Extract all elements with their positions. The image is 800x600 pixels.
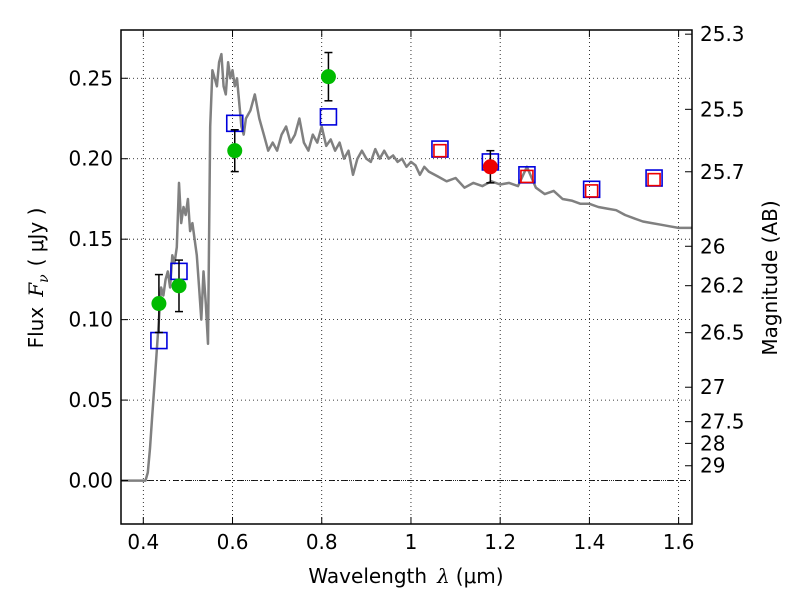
model-flux-square <box>520 169 534 184</box>
photometry-point <box>320 69 336 85</box>
mag-tick-label: 25.7 <box>700 160 745 184</box>
x-axis-label-symbol: λ <box>436 564 450 588</box>
mag-tick-label: 26 <box>700 234 725 258</box>
mag-tick-label: 27 <box>700 375 725 399</box>
y-tick-label: 0.20 <box>68 147 113 171</box>
plot-frame <box>120 29 693 525</box>
model-flux-square <box>584 184 599 198</box>
x-tick-label: 1 <box>405 530 418 554</box>
x-axis-label: Wavelength λ (μm) <box>308 564 503 588</box>
y-tick-label: 0.05 <box>68 388 113 412</box>
y-axis-label-symbol: F <box>24 282 48 298</box>
mag-tick-label: 29 <box>700 454 725 478</box>
photometry-point <box>151 296 167 312</box>
mag-tick-label: 25.3 <box>700 22 745 46</box>
mag-tick-label: 26.5 <box>700 321 745 345</box>
x-tick-label: 0.8 <box>306 530 338 554</box>
mag-tick-label: 26.2 <box>700 274 745 298</box>
x-tick-label: 1.2 <box>484 530 516 554</box>
x-axis-label-unit: (μm) <box>456 564 504 588</box>
y-axis-label-text: Flux <box>24 307 48 349</box>
y-axis-label-unit: ( μJy ) <box>24 208 48 267</box>
series-layer <box>121 51 692 482</box>
y-axis-label-subscript: ν <box>36 274 52 283</box>
photometry-point <box>227 143 243 159</box>
grid <box>121 30 692 524</box>
mag-tick-label: 27.5 <box>700 410 745 434</box>
photometry-point <box>482 159 498 175</box>
photometry-point <box>171 278 187 294</box>
mag-tick-label: 25.5 <box>700 97 745 121</box>
x-tick-label: 0.6 <box>217 530 249 554</box>
y2-axis-label: Magnitude (AB) <box>758 200 782 355</box>
model-flux-square <box>647 172 661 187</box>
y-tick-label: 0.00 <box>68 469 113 493</box>
model-sed-line <box>121 52 692 482</box>
model-flux-square <box>319 108 338 126</box>
y-tick-label: 0.10 <box>68 308 113 332</box>
x-axis-label-text: Wavelength <box>308 564 427 588</box>
ticks: 0.4 0.6 0.8 1 1.2 1.4 1.6 0.00 0.05 0.10 0.15 0.20 0… <box>68 22 744 554</box>
y-axis-label: Flux Fν ( μJy ) <box>24 208 52 349</box>
x-tick-label: 1.4 <box>573 530 605 554</box>
model-flux-square <box>433 143 447 158</box>
mag-tick-label: 28 <box>700 431 725 455</box>
x-tick-label: 0.4 <box>127 530 159 554</box>
y-tick-label: 0.25 <box>68 66 113 90</box>
y-tick-label: 0.15 <box>68 227 113 251</box>
x-tick-label: 1.6 <box>663 530 695 554</box>
